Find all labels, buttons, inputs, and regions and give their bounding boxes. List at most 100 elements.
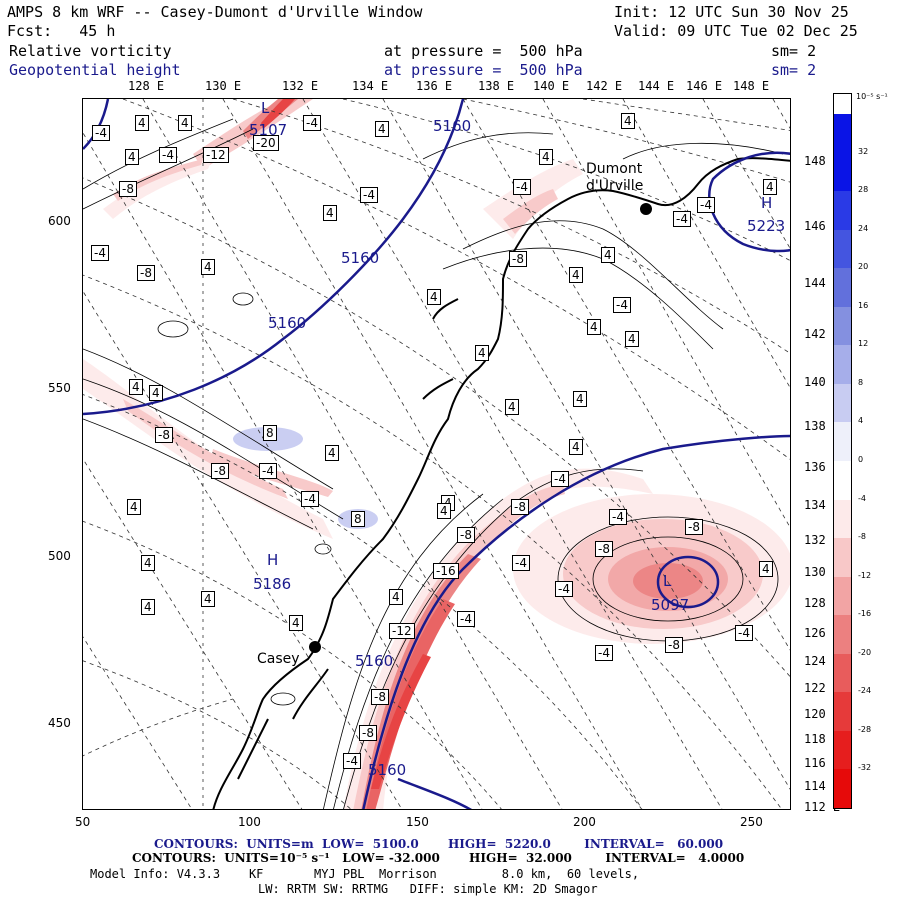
vorticity-label: 4 (437, 503, 451, 519)
colorbar-segment (834, 615, 851, 655)
height-label: 5186 (253, 575, 292, 593)
field-1-level: at pressure = 500 hPa (384, 42, 583, 60)
x-tick-label: 200 (573, 815, 596, 829)
vorticity-label: -20 (253, 135, 279, 151)
colorbar-label: 20 (858, 262, 869, 272)
lon-top-label: 136 E (416, 79, 453, 93)
field-2-name: Geopotential height (9, 61, 181, 79)
vorticity-label: 4 (323, 205, 337, 221)
vorticity-label: 4 (569, 439, 583, 455)
vorticity-label: 4 (505, 399, 519, 415)
height-label: 5160 (355, 652, 394, 670)
height-label: 5160 (368, 761, 407, 779)
colorbar-label: -8 (858, 532, 866, 542)
vorticity-label: -4 (595, 645, 613, 661)
vorticity-label: 4 (149, 385, 163, 401)
vorticity-label: -4 (513, 179, 531, 195)
colorbar-segment (834, 114, 851, 154)
vorticity-label: -4 (555, 581, 573, 597)
vorticity-label: -8 (119, 181, 137, 197)
colorbar-segment (834, 538, 851, 578)
vorticity-label: -4 (259, 463, 277, 479)
map-panel: Casey Dumont d'Urville 5160 5160 5160 51… (82, 98, 791, 810)
vorticity-label: -4 (303, 115, 321, 131)
field-1-name: Relative vorticity (9, 42, 172, 60)
vorticity-label: -8 (137, 265, 155, 281)
x-tick-label: 250 (740, 815, 763, 829)
colorbar-label: 0 (858, 455, 864, 464)
field-1-smoothing: sm= 2 (771, 42, 817, 60)
lon-top-label: 140 E (533, 79, 570, 93)
vorticity-label: -4 (457, 611, 475, 627)
field-2-level: at pressure = 500 hPa (384, 61, 583, 79)
vorticity-label: 4 (587, 319, 601, 335)
vorticity-label: 4 (539, 149, 553, 165)
vorticity-label: -4 (551, 471, 569, 487)
height-label: 5160 (268, 314, 307, 332)
vorticity-label: -4 (613, 297, 631, 313)
vorticity-label: -8 (155, 427, 173, 443)
colorbar-segment (834, 268, 851, 308)
field-2-smoothing: sm= 2 (771, 61, 817, 79)
vorticity-label: -8 (685, 519, 703, 535)
colorbar-segment (834, 576, 851, 616)
casey-label: Casey (257, 651, 300, 667)
colorbar-label: 4 (858, 416, 864, 426)
footer-contours-vorticity: CONTOURS: UNITS=10⁻⁵ s⁻¹ LOW= -32.000 HI… (132, 851, 745, 865)
vorticity-label: -12 (389, 623, 415, 639)
vorticity-label: -4 (512, 555, 530, 571)
vorticity-label: -4 (673, 211, 691, 227)
vorticity-label: -8 (595, 541, 613, 557)
vorticity-label: -4 (301, 491, 319, 507)
colorbar-label: -4 (858, 493, 866, 503)
vorticity-label: 4 (178, 115, 192, 131)
colorbar-segment (834, 345, 851, 385)
lon-top-label: 148 E (733, 79, 770, 93)
vorticity-label: 8 (263, 425, 277, 441)
colorbar-label: -12 (858, 570, 872, 580)
vorticity-label: -4 (697, 197, 715, 213)
vorticity-label: 4 (325, 445, 339, 461)
vorticity-label: -8 (211, 463, 229, 479)
dumont-station-dot (640, 203, 652, 215)
vorticity-label: 4 (601, 247, 615, 263)
lon-top-label: 142 E (586, 79, 623, 93)
colorbar-label: 24 (858, 223, 869, 233)
colorbar (833, 93, 852, 809)
vorticity-label: 4 (389, 589, 403, 605)
y-tick-label: 600 (48, 214, 71, 228)
x-tick-label: 50 (75, 815, 91, 829)
lon-top-label: 138 E (478, 79, 515, 93)
height-label: 5097 (651, 596, 690, 614)
low-center: L (663, 572, 672, 590)
vorticity-label: -4 (735, 625, 753, 641)
vorticity-label: 4 (125, 149, 139, 165)
y-tick-label: 500 (48, 549, 71, 563)
height-label: 5223 (747, 217, 786, 235)
chart-title: AMPS 8 km WRF -- Casey-Dumont d'Urville … (7, 3, 423, 21)
vorticity-label: 4 (201, 591, 215, 607)
vorticity-label: 4 (135, 115, 149, 131)
vorticity-label: 8 (351, 511, 365, 527)
vorticity-label: 4 (141, 555, 155, 571)
casey-station-dot (309, 641, 321, 653)
vorticity-label: 4 (375, 121, 389, 137)
lon-top-label: 132 E (282, 79, 319, 93)
vorticity-label: -4 (91, 245, 109, 261)
lon-top-label: 144 E (638, 79, 675, 93)
vorticity-label: 4 (569, 267, 583, 283)
vorticity-label: 4 (573, 391, 587, 407)
height-label: 5107 (249, 121, 288, 139)
vorticity-label: -8 (509, 251, 527, 267)
vorticity-label: -12 (203, 147, 229, 163)
vorticity-label: -8 (665, 637, 683, 653)
forecast-hour: Fcst: 45 h (7, 22, 116, 40)
x-tick-label: 100 (238, 815, 261, 829)
colorbar-label: -20 (858, 647, 872, 657)
x-tick-label: 150 (406, 815, 429, 829)
colorbar-segment (834, 152, 851, 192)
dumont-label: Dumont d'Urville (586, 161, 644, 194)
colorbar-segment (834, 692, 851, 732)
vorticity-label: 4 (759, 561, 773, 577)
colorbar-unit: 10⁻⁵ s⁻¹ (856, 92, 888, 101)
